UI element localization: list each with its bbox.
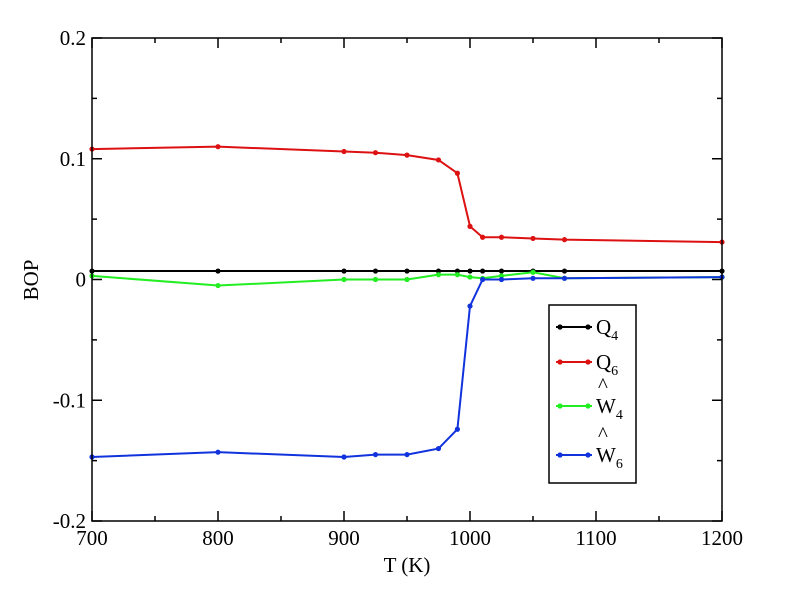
labels-layer: T (K) BOP [19,260,430,577]
data-point-2-2 [341,276,347,283]
y-tick-label-0: -0.2 [53,509,86,533]
data-point-0-1 [215,268,221,274]
series-line-1 [91,145,723,244]
data-point-0-6 [454,268,460,274]
legend-box [548,304,637,484]
legend-marker-left-0 [557,324,563,330]
legend-subscript-1: 6 [611,364,618,379]
data-point-1-1 [215,144,221,150]
data-point-0-5 [435,268,442,274]
data-point-1-10 [530,235,536,242]
data-point-3-5 [435,445,442,452]
data-point-2-7 [467,274,473,280]
data-point-1-8 [480,234,486,240]
legend-marker-right-0 [585,324,591,330]
data-point-3-3 [372,451,379,458]
data-point-0-9 [498,268,505,274]
data-point-1-5 [435,157,442,163]
legend-subscript-0: 4 [611,329,618,344]
legend-subscript-3: 6 [616,457,623,472]
legend-hat-2: ^ [598,373,608,397]
x-tick-label-4: 1100 [575,526,616,550]
data-point-1-9 [498,234,505,240]
legend-marker-left-2 [557,403,563,409]
data-point-3-1 [215,449,221,455]
data-point-2-3 [372,276,379,283]
data-point-3-6 [454,426,460,432]
data-point-2-5 [435,272,442,278]
y-tick-label-2: 0 [76,268,87,292]
data-point-2-4 [404,276,410,283]
data-point-1-7 [467,223,473,229]
data-point-3-8 [480,276,486,283]
y-axis-label: BOP [19,260,43,301]
data-point-0-11 [561,268,568,274]
data-point-0-7 [467,268,473,274]
legend-marker-right-2 [585,403,591,409]
data-point-0-4 [404,268,410,274]
legend-marker-right-1 [585,359,591,365]
x-tick-label-5: 1200 [701,526,743,550]
legend-marker-right-3 [585,452,591,458]
ticks-layer: 700 800 900 1000 1100 1200 -0.2 -0.1 0 0.1 0.2 [53,26,743,550]
legend-hat-3: ^ [598,422,608,446]
x-tick-label-0: 700 [76,526,108,550]
data-point-0-2 [341,268,347,274]
data-point-1-6 [454,170,460,176]
data-point-2-1 [215,282,221,289]
legend-subscript-2: 4 [616,408,623,423]
data-point-3-11 [561,275,568,281]
legend-marker-left-1 [557,359,563,365]
series-layer [89,144,725,460]
data-point-3-4 [404,451,410,458]
data-point-3-10 [530,275,536,281]
data-point-0-8 [480,268,486,274]
y-tick-label-4: 0.2 [60,26,86,50]
data-point-3-7 [467,303,473,309]
data-point-1-2 [341,148,347,155]
y-tick-label-1: -0.1 [53,388,86,412]
legend-marker-left-3 [557,452,563,458]
data-point-2-9 [498,273,505,279]
data-point-3-2 [341,454,347,460]
data-point-1-3 [372,150,379,156]
data-point-3-9 [498,276,505,283]
data-point-1-4 [404,152,410,158]
data-point-2-6 [454,272,460,278]
x-tick-label-1: 800 [202,526,234,550]
y-tick-label-3: 0.1 [60,147,86,171]
data-point-2-10 [530,269,536,275]
data-point-1-11 [561,237,568,243]
x-tick-label-3: 1000 [449,526,491,550]
x-tick-label-2: 900 [328,526,360,550]
x-axis-label: T (K) [384,553,431,577]
data-point-0-3 [372,268,379,274]
